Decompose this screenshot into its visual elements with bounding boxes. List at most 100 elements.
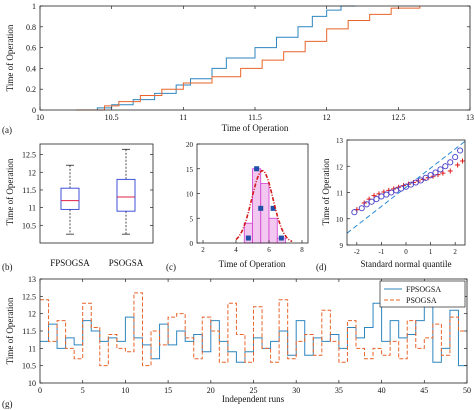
panel-g-xtick-label: 40 xyxy=(378,386,386,395)
panel-d-circle-marker xyxy=(437,166,444,173)
panel-d-ytick-label: 13 xyxy=(336,137,344,145)
panel-d-circle-marker xyxy=(427,172,434,179)
panel-c-ytick-label: 20 xyxy=(186,141,194,149)
panel-c-xlabel: Time of Operation xyxy=(219,259,286,269)
panel-a-label: (a) xyxy=(2,125,12,135)
panel-g-xtick-label: 15 xyxy=(164,386,172,395)
panel-c-label: (c) xyxy=(166,262,176,272)
panel-d-circle-marker xyxy=(351,209,358,216)
panel-a-xtick-label: 10.5 xyxy=(105,113,119,122)
panel-d-xtick-label: 0 xyxy=(404,248,408,256)
panel-c-ytick-label: 0 xyxy=(190,240,194,248)
panel-d-xtick-label: 1 xyxy=(429,248,433,256)
panel-d-label: (d) xyxy=(316,262,327,272)
panel-c-xtick-label: 4 xyxy=(234,246,238,254)
panel-d-plus-marker xyxy=(440,170,446,176)
panel-d-ytick-label: 11 xyxy=(336,190,343,198)
panel-a-xtick-label: 13 xyxy=(466,113,474,122)
panel-g-ytick-label: 13 xyxy=(28,275,36,284)
panel-g-series-fpsogsa xyxy=(40,302,467,367)
panel-a-ytick-label: 0 xyxy=(32,106,36,115)
panel-d-circle-marker xyxy=(432,169,439,176)
panel-b-ytick-label: 10.5 xyxy=(22,221,36,230)
panel-g-legend-label: FPSOGSA xyxy=(406,285,441,294)
panel-a-ytick-label: 0.4 xyxy=(26,64,36,73)
panel-g-xtick-label: 50 xyxy=(463,386,471,395)
panel-c-ytick-label: 10 xyxy=(186,191,194,199)
panel-d-plus-marker xyxy=(460,158,466,164)
panel-c-xtick-label: 8 xyxy=(300,246,304,254)
panel-b-plot-area xyxy=(40,144,153,243)
panel-c-highlight-mark xyxy=(254,166,260,172)
panel-d-circle-marker xyxy=(368,198,375,205)
panel-d-circle-marker xyxy=(358,205,365,212)
panel-g-ytick-label: 10 xyxy=(28,379,36,388)
panel-d-ytick-label: 12 xyxy=(336,163,344,171)
panel-g-xtick-label: 30 xyxy=(292,386,300,395)
panel-d-plot-area xyxy=(347,140,465,245)
panel-a-cdf-line-fpsogsa xyxy=(75,5,356,111)
panel-g-xtick-label: 0 xyxy=(38,386,42,395)
panel-d-xtick-label: -2 xyxy=(354,248,360,256)
panel-d-circle-marker xyxy=(388,189,395,196)
panel-d-circle-marker xyxy=(402,183,410,190)
panel-b-box xyxy=(60,187,80,210)
panel-a-ytick-label: 1 xyxy=(32,2,36,11)
panel-a-xtick-label: 12.5 xyxy=(391,113,405,122)
panel-c-histogram-bar xyxy=(260,183,270,244)
panel-d-plus-marker xyxy=(455,162,461,168)
panel-g-label: (g) xyxy=(2,399,13,409)
panel-a-ytick-label: 0.6 xyxy=(26,44,36,53)
panel-c-ytick-label: 5 xyxy=(190,215,194,223)
panel-d-ytick-label: 9 xyxy=(340,242,344,250)
panel-a-ytick-label: 0.8 xyxy=(26,23,36,32)
panel-c-highlight-mark xyxy=(270,205,276,211)
panel-d-xtick-label: 2 xyxy=(453,248,457,256)
panel-g-ytick-label: 11.5 xyxy=(22,327,36,336)
panel-d-circle-marker xyxy=(407,181,414,188)
panel-d-ytick-label: 10 xyxy=(336,216,344,224)
panel-g-xtick-label: 20 xyxy=(207,386,215,395)
panel-b-box xyxy=(116,178,136,212)
panel-d-xlabel: Standard normal quantile xyxy=(361,259,452,269)
panel-d-circle-marker xyxy=(363,201,370,208)
panel-c-highlight-mark xyxy=(258,205,264,211)
panel-b-ytick-label: 11 xyxy=(28,204,36,213)
panel-c-highlight-mark xyxy=(245,235,251,241)
panel-a-xlabel: Time of Operation xyxy=(222,123,289,133)
panel-a-cdf-line-psogsa xyxy=(75,6,421,111)
panel-a-xtick-label: 10 xyxy=(36,113,44,122)
panel-g-legend-label: PSOGSA xyxy=(406,296,437,305)
panel-c-xtick-label: 6 xyxy=(267,246,271,254)
panel-g-legend-box xyxy=(379,280,466,308)
panel-d-reference-line xyxy=(346,140,466,234)
panel-b-axes-frame xyxy=(39,143,154,244)
panel-b-label: (b) xyxy=(2,262,13,272)
panel-d-circle-marker xyxy=(457,147,464,154)
panel-d-circle-marker xyxy=(417,177,424,184)
panel-g-xlabel: Independent runs xyxy=(222,394,285,404)
panel-a-ylabel: Time of Operation xyxy=(5,24,15,91)
panel-b-category-label: FPSOGSA xyxy=(50,258,90,268)
panel-d-circle-marker xyxy=(412,179,419,186)
panel-b-ylabel: Time of Operation xyxy=(5,158,15,225)
panel-g-xtick-label: 5 xyxy=(81,386,85,395)
panel-g-ytick-label: 12.5 xyxy=(22,292,36,301)
panel-c-xtick-label: 2 xyxy=(201,246,205,254)
panel-g-xtick-label: 45 xyxy=(420,386,428,395)
panel-a-xtick-label: 11.5 xyxy=(248,113,262,122)
panel-g-ylabel: Time of Operation xyxy=(5,297,15,364)
panel-d-plus-marker xyxy=(447,168,453,174)
panel-c-histogram-bar xyxy=(268,217,278,244)
panel-a-xtick-label: 11 xyxy=(179,113,187,122)
panel-b-ytick-label: 11.5 xyxy=(22,186,36,195)
panel-a-xtick-label: 12 xyxy=(323,113,331,122)
panel-g-xtick-label: 25 xyxy=(250,386,258,395)
panel-d-ylabel: Time of Operation xyxy=(321,158,331,225)
panel-d-circle-marker xyxy=(447,159,454,166)
panel-b-ytick-label: 12.5 xyxy=(22,151,36,160)
panel-d-circle-marker xyxy=(383,191,390,198)
panel-b-category-label: PSOGSA xyxy=(109,258,144,268)
panel-d-circle-marker xyxy=(422,174,429,181)
panel-g-xtick-label: 10 xyxy=(121,386,129,395)
